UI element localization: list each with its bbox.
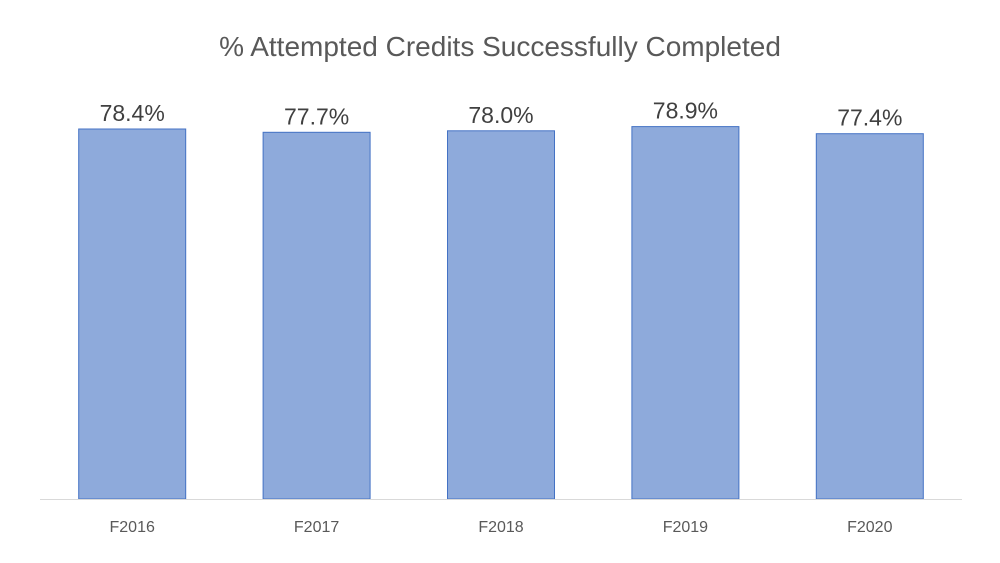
bars-layer: [78, 126, 924, 500]
bar-f2019: [631, 126, 740, 500]
bar-f2016: [78, 128, 187, 500]
x-tick-labels: F2016 F2017 F2018 F2019 F2020: [110, 519, 893, 536]
x-tick-label-f2017: F2017: [294, 519, 339, 536]
x-tick-label-f2020: F2020: [847, 519, 892, 536]
x-tick-label-f2018: F2018: [478, 519, 523, 536]
x-tick-label-f2016: F2016: [110, 519, 155, 536]
data-label-f2016: 78.4%: [100, 100, 165, 126]
data-label-f2018: 78.0%: [468, 102, 533, 128]
labels-layer: 78.4% 77.7% 78.0% 78.9% 77.4%: [100, 98, 903, 131]
x-tick-label-f2019: F2019: [663, 519, 708, 536]
chart-title: % Attempted Credits Successfully Complet…: [219, 31, 781, 62]
data-label-f2020: 77.4%: [837, 105, 902, 131]
bar-f2017: [262, 131, 371, 500]
data-label-f2017: 77.7%: [284, 103, 349, 129]
data-label-f2019: 78.9%: [653, 98, 718, 124]
bar-f2020: [815, 133, 924, 500]
bar-f2018: [447, 130, 555, 500]
